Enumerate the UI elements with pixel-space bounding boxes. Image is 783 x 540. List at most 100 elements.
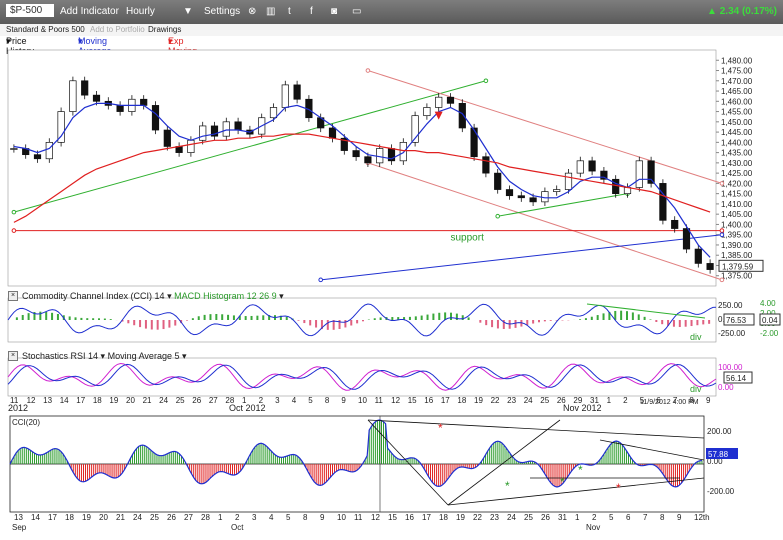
bottom-date-label: 25 <box>524 513 533 522</box>
candle <box>671 219 679 229</box>
collapse-icon[interactable]: × <box>8 291 18 301</box>
macd-bar <box>320 320 323 330</box>
bottom-trend-line <box>367 419 705 439</box>
bottom-value-box <box>706 448 738 459</box>
bottom-date-label: 28 <box>201 513 210 522</box>
bottom-date-label: 6 <box>626 513 631 522</box>
interval-select[interactable]: Hourly <box>126 6 155 17</box>
bottom-date-label: 7 <box>643 513 648 522</box>
date-tick-label: 6 <box>656 396 661 405</box>
trend-line <box>367 70 723 184</box>
macd-bar <box>15 317 18 320</box>
chevron-down-icon[interactable]: ▼ <box>183 6 193 17</box>
date-tick-label: 11 <box>10 396 19 405</box>
macd-title[interactable]: MACD Histogram 12 26 9 <box>174 291 277 301</box>
macd-bar <box>491 320 494 328</box>
macd-bar <box>649 319 652 320</box>
macd-bar <box>590 316 593 320</box>
candle <box>682 228 691 250</box>
note-icon[interactable]: ▭ <box>352 6 362 17</box>
date-tick-label: 31 <box>590 396 599 405</box>
add-indicator-button[interactable]: Add Indicator <box>60 6 119 17</box>
date-tick-label: 5 <box>640 396 645 405</box>
stoch-ma-line <box>7 363 717 390</box>
last-price-box <box>718 259 764 272</box>
date-tick-label: 14 <box>60 396 69 405</box>
y-tick-label: 1,470.00 <box>721 77 753 86</box>
candle <box>328 127 337 139</box>
candle <box>411 115 419 143</box>
macd-bar <box>696 320 699 326</box>
facebook-icon[interactable]: f <box>310 6 313 17</box>
collapse-icon[interactable]: × <box>8 351 18 361</box>
twitter-icon[interactable]: t <box>288 6 291 17</box>
date-tick-label: 2 <box>259 396 264 405</box>
macd-bar <box>450 312 452 320</box>
candle <box>659 183 667 221</box>
macd-value-box <box>759 313 781 326</box>
y-tick-label: 1,435.00 <box>721 149 753 158</box>
y-tick-label: 1,400.00 <box>721 220 753 229</box>
bottom-date-label: 13 <box>14 513 23 522</box>
bottom-month-label: Oct <box>231 523 244 532</box>
stoch-ma-title[interactable]: Moving Average 5 <box>107 351 180 361</box>
cci-value-box <box>723 313 755 326</box>
macd-bar <box>555 320 558 321</box>
symbol-input[interactable]: $P-500 <box>6 4 54 17</box>
date-tick-label: 8 <box>325 396 330 405</box>
cci20-line <box>9 419 703 488</box>
candle <box>151 105 160 131</box>
macd-bar <box>215 313 218 320</box>
macd-bar <box>279 315 282 320</box>
cci-title[interactable]: Commodity Channel Index (CCI) 14 <box>22 291 165 301</box>
macd-bar <box>33 312 36 320</box>
settings-button[interactable]: Settings <box>204 6 241 17</box>
macd-bar <box>309 320 312 326</box>
y-tick-label: 1,445.00 <box>721 128 753 137</box>
stoch-title[interactable]: Stochastics RSI 14 <box>22 351 99 361</box>
camera-icon[interactable]: ◙ <box>331 6 338 17</box>
candle <box>423 107 431 117</box>
candle <box>187 139 195 153</box>
bottom-date-label: 17 <box>422 513 431 522</box>
macd-bar <box>403 317 406 320</box>
date-tick-label: 25 <box>176 396 185 405</box>
macd-bar <box>373 318 376 320</box>
macd-bar <box>584 318 587 320</box>
candle <box>553 189 561 192</box>
date-tick-label: 29 <box>573 396 582 405</box>
macd-bar <box>227 314 230 320</box>
macd-bar <box>667 320 670 326</box>
share-icon[interactable]: ⊗ <box>248 6 257 17</box>
candle <box>435 96 443 108</box>
y-tick-label: 1,385.00 <box>721 251 753 260</box>
date-tick-label: 21 <box>143 396 152 405</box>
divergence-line <box>586 303 706 319</box>
macd-bar <box>297 320 300 321</box>
date-tick-label: 26 <box>557 396 566 405</box>
date-tick-label: 9 <box>341 396 346 405</box>
macd-bar <box>121 320 124 322</box>
macd-bar <box>420 315 423 320</box>
y-tick-label: 1,415.00 <box>721 190 753 199</box>
macd-bar <box>203 314 206 320</box>
bottom-date-label: 26 <box>541 513 550 522</box>
bottom-date-label: 21 <box>116 513 125 522</box>
macd-bar <box>708 320 711 324</box>
support-label: support <box>451 233 485 244</box>
trend-line-anchor <box>483 78 489 84</box>
date-tick-label: 10 <box>358 396 367 405</box>
drawings-link[interactable]: Drawings <box>148 25 182 34</box>
bottom-date-label: 8 <box>303 513 308 522</box>
add-to-portfolio-link[interactable]: Add to Portfolio <box>90 25 145 34</box>
bottom-tick-label: -200.00 <box>707 487 735 496</box>
candle <box>57 111 65 143</box>
macd-bar <box>461 315 464 320</box>
bottom-trend-line <box>447 419 561 506</box>
bottom-date-label: 22 <box>473 513 482 522</box>
portfolio-icon[interactable]: ▥ <box>266 6 276 17</box>
toolbar: $P-500 Add Indicator Hourly ▼ Settings ⊗… <box>0 0 783 24</box>
date-tick-label: 11 <box>375 396 384 405</box>
macd-bar <box>156 320 159 330</box>
